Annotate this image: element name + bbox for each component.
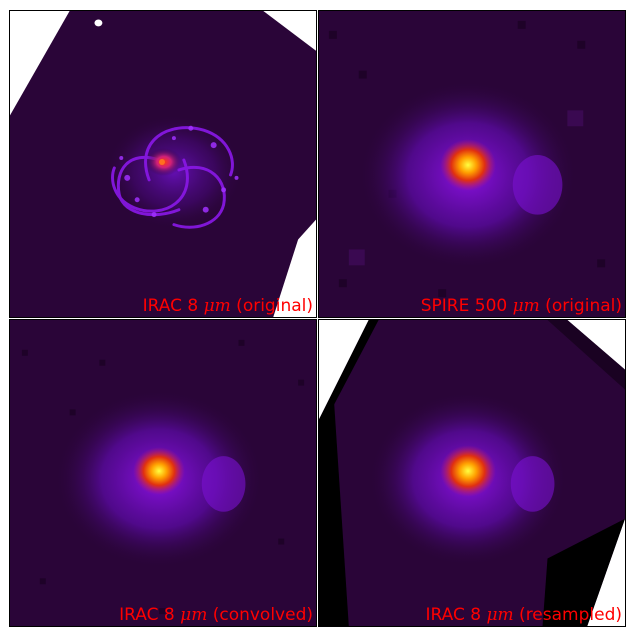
panel-caption: IRAC 8 μm (resampled) xyxy=(425,605,622,625)
irac-original-image xyxy=(10,11,316,317)
panel-caption: SPIRE 500 μm (original) xyxy=(420,296,622,316)
panel-spire-original: SPIRE 500 μm (original) xyxy=(318,10,626,318)
spire-original-image xyxy=(319,11,625,317)
panel-irac-resampled: IRAC 8 μm (resampled) xyxy=(318,319,626,627)
panel-irac-original: IRAC 8 μm (original) xyxy=(9,10,317,318)
panel-caption: IRAC 8 μm (convolved) xyxy=(119,605,313,625)
irac-resampled-image xyxy=(319,320,625,626)
irac-convolved-image xyxy=(10,320,316,626)
panel-irac-convolved: IRAC 8 μm (convolved) xyxy=(9,319,317,627)
panel-caption: IRAC 8 μm (original) xyxy=(142,296,313,316)
